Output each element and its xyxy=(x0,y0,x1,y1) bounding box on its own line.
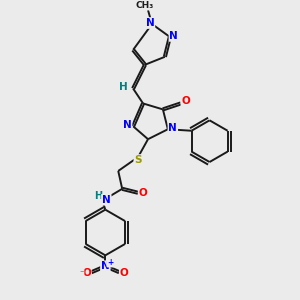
Text: N: N xyxy=(146,18,154,28)
Text: H: H xyxy=(119,82,128,92)
Text: N: N xyxy=(101,261,110,271)
Text: N: N xyxy=(102,195,111,205)
Text: O: O xyxy=(120,268,129,278)
Text: O: O xyxy=(139,188,147,198)
Text: N: N xyxy=(169,123,177,133)
Text: N: N xyxy=(123,120,131,130)
Text: H: H xyxy=(94,191,102,201)
Text: ⁻: ⁻ xyxy=(79,269,84,278)
Text: +: + xyxy=(107,258,113,267)
Text: N: N xyxy=(169,31,178,41)
Text: O: O xyxy=(182,97,190,106)
Text: S: S xyxy=(134,155,142,165)
Text: O: O xyxy=(82,268,91,278)
Text: CH₃: CH₃ xyxy=(136,1,154,10)
